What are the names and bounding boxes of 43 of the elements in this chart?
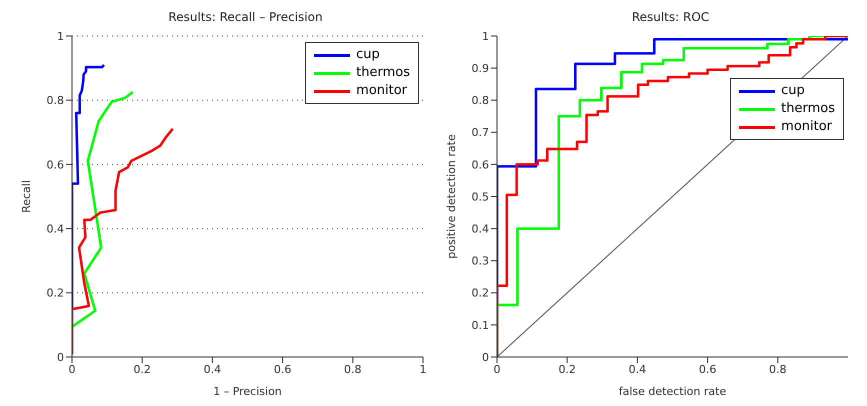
y-axis-title: Recall [20, 180, 33, 213]
y-tick-label: 0.6 [472, 158, 489, 172]
y-tick-label: 0.4 [46, 222, 64, 236]
legend-label: thermos [781, 100, 835, 118]
y-tick-label: 0.2 [46, 286, 64, 300]
y-tick-label: 0.1 [472, 318, 489, 332]
x-tick-label: 0.2 [133, 362, 151, 376]
x-tick-label: 0.4 [204, 362, 222, 376]
y-tick-label: 0.3 [472, 254, 489, 268]
y-tick-label: 0.6 [46, 158, 64, 172]
x-axis-title: false detection rate [618, 385, 726, 398]
x-tick-label: 1 [420, 362, 426, 376]
x-tick-label: 0.8 [344, 362, 362, 376]
y-tick-label: 0.7 [472, 126, 489, 140]
x-axis-title: 1 – Precision [213, 385, 282, 398]
y-tick-label: 0.9 [472, 62, 489, 76]
x-tick-label: 0.4 [628, 362, 646, 376]
chart-title: Results: Recall – Precision [167, 10, 324, 24]
x-tick-label: 0.6 [698, 362, 716, 376]
y-axis-title: positive detection rate [444, 134, 458, 259]
line-series [72, 128, 174, 356]
x-tick-label: 0 [494, 362, 500, 376]
x-tick-label: 0.8 [769, 362, 787, 376]
y-tick-label: 0.8 [472, 94, 489, 108]
y-tick-label: 0.8 [46, 94, 64, 108]
x-tick-label: 0 [68, 362, 76, 376]
legend-label: cup [356, 46, 380, 64]
x-tick-label: 0.2 [558, 362, 576, 376]
legend-label: thermos [356, 64, 410, 82]
y-tick-label: 0 [57, 350, 64, 364]
y-tick-label: 0 [482, 350, 489, 364]
y-tick-label: 0.5 [472, 190, 489, 204]
legend-label: monitor [356, 82, 408, 100]
chart-title: Results: ROC [630, 10, 710, 24]
y-tick-label: 0.2 [472, 286, 489, 300]
y-tick-label: 0.4 [472, 222, 489, 236]
legend-label: cup [781, 82, 805, 100]
y-tick-label: 1 [482, 30, 489, 43]
x-tick-label: 0.6 [274, 362, 292, 376]
legend-label: monitor [781, 118, 832, 136]
line-series [72, 90, 134, 328]
line-series [72, 64, 106, 310]
y-tick-label: 1 [57, 30, 64, 43]
